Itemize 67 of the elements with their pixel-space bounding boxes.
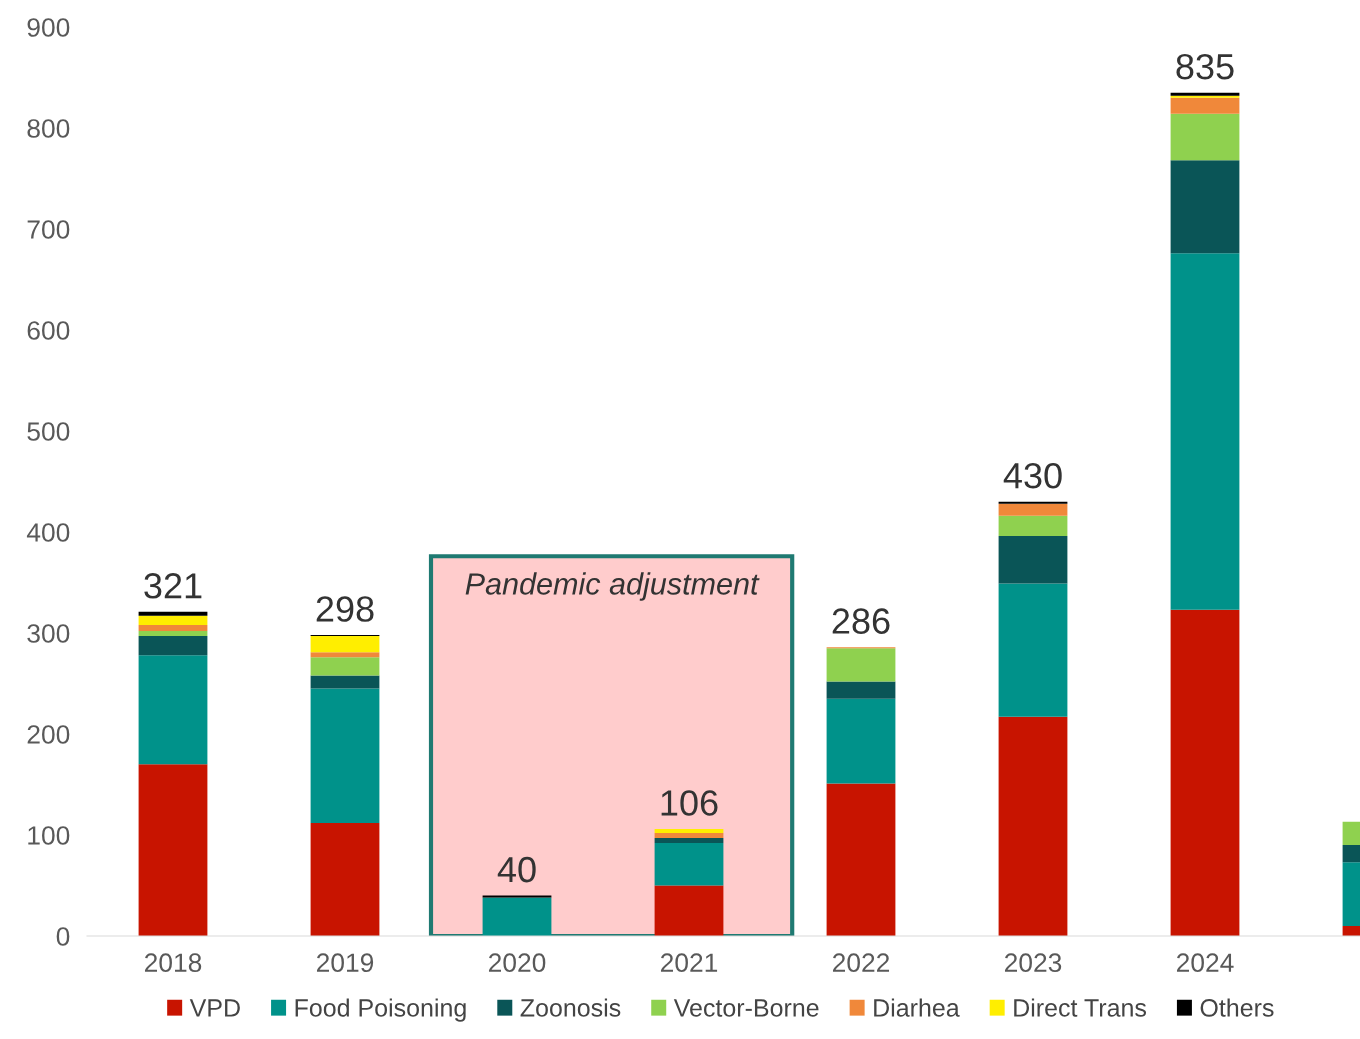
bar bbox=[654, 885, 724, 936]
y-tick-label: 800 bbox=[27, 119, 70, 138]
bar bbox=[482, 895, 552, 898]
bar bbox=[138, 655, 208, 765]
legend-label: Diarhea bbox=[874, 998, 960, 1017]
legend-label: Vector-Borne bbox=[673, 999, 819, 1017]
bar bbox=[654, 843, 724, 886]
bar bbox=[138, 636, 208, 656]
total-label: 321 bbox=[144, 573, 202, 599]
bar bbox=[138, 630, 208, 637]
bar bbox=[998, 536, 1068, 584]
bar bbox=[826, 681, 896, 699]
bar bbox=[1170, 97, 1240, 114]
y-tick-label: 400 bbox=[26, 523, 70, 542]
total-label: 298 bbox=[316, 596, 374, 622]
bar bbox=[998, 716, 1068, 936]
y-tick-label: 0 bbox=[56, 927, 70, 946]
bar bbox=[654, 838, 724, 844]
total-label: 106 bbox=[661, 790, 718, 816]
x-tick-label: 2022 bbox=[832, 953, 890, 973]
bar bbox=[138, 764, 208, 936]
bar bbox=[654, 832, 724, 839]
bar bbox=[310, 675, 380, 689]
bar bbox=[1170, 609, 1240, 936]
x-tick-label: 2024 bbox=[1176, 953, 1234, 973]
bar bbox=[1170, 113, 1240, 161]
y-tick-label: 100 bbox=[28, 826, 70, 845]
legend-label: VPD bbox=[189, 999, 240, 1017]
y-tick-label: 700 bbox=[27, 220, 70, 239]
bar bbox=[998, 501, 1068, 504]
x-tick-label: 2023 bbox=[1004, 953, 1062, 973]
x-tick-label: 2018 bbox=[144, 953, 202, 973]
bar bbox=[654, 828, 724, 833]
bar bbox=[826, 698, 896, 784]
y-tick-label: 200 bbox=[27, 725, 70, 744]
legend-label: Zoonosis bbox=[520, 998, 621, 1017]
x-tick-label: 2020 bbox=[488, 953, 546, 973]
bar bbox=[826, 783, 896, 936]
bar bbox=[138, 615, 208, 625]
bar bbox=[826, 648, 896, 682]
bar bbox=[998, 503, 1068, 516]
x-tick-label: 2019 bbox=[316, 953, 374, 973]
bar bbox=[138, 611, 208, 616]
bar bbox=[310, 688, 380, 823]
legend-label: Others bbox=[1200, 998, 1274, 1017]
total-label: 40 bbox=[497, 856, 536, 883]
bar bbox=[310, 652, 380, 658]
bar bbox=[998, 583, 1068, 717]
bar bbox=[310, 822, 380, 936]
y-tick-label: 600 bbox=[27, 321, 70, 340]
total-label: 286 bbox=[832, 608, 890, 634]
bar bbox=[1170, 160, 1240, 254]
y-tick-label: 900 bbox=[27, 18, 70, 37]
legend-label: Direct Trans bbox=[1014, 998, 1147, 1017]
bar bbox=[138, 624, 208, 631]
legend-label: Food Poisoning bbox=[295, 998, 466, 1022]
y-tick-label: 300 bbox=[27, 624, 70, 643]
bar bbox=[1170, 253, 1240, 610]
band-label: Pandemic adjustment bbox=[465, 572, 760, 601]
x-tick-label: 2021 bbox=[660, 953, 718, 973]
total-label: 430 bbox=[1003, 462, 1062, 489]
y-tick-label: 500 bbox=[27, 422, 70, 441]
bar bbox=[998, 515, 1068, 537]
bar bbox=[482, 897, 552, 936]
bar bbox=[310, 657, 380, 676]
bar bbox=[310, 636, 380, 653]
total-label: 835 bbox=[1176, 53, 1234, 80]
